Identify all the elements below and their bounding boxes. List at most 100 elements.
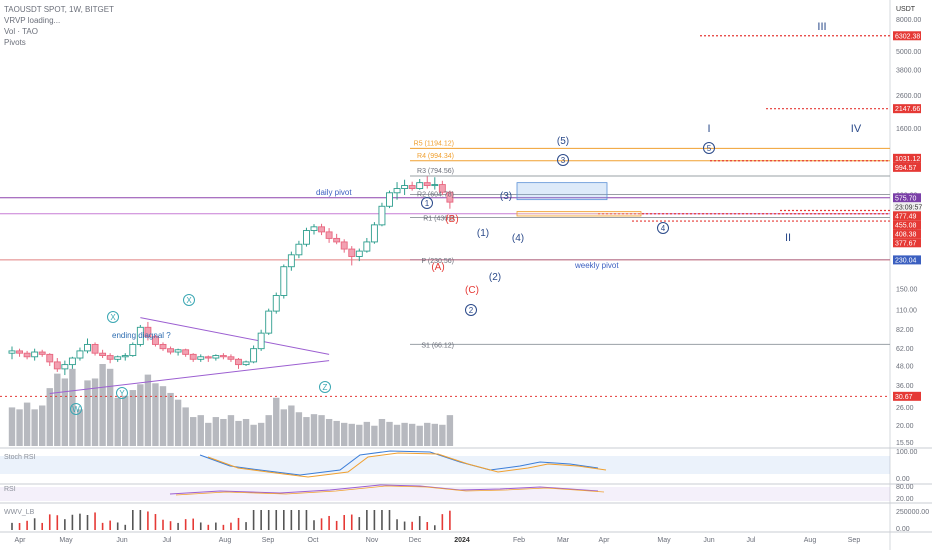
volume-bar xyxy=(91,378,99,446)
wave-label: X xyxy=(110,313,116,322)
wave-circle xyxy=(319,381,331,393)
price-label-box xyxy=(893,31,921,41)
wwv-bar xyxy=(381,510,383,530)
diagonal-lower xyxy=(49,360,330,394)
time-tick: Sep xyxy=(262,537,275,544)
time-tick: May xyxy=(657,537,671,544)
rsi-tick: 20.00 xyxy=(896,496,914,503)
volume-bar xyxy=(371,425,378,446)
wave-circle xyxy=(116,387,128,399)
candle-up xyxy=(242,361,250,366)
volume-bar xyxy=(174,399,182,446)
price-label-text: 2147.66 xyxy=(895,106,920,113)
wave-circle xyxy=(657,222,669,234)
candle-up xyxy=(136,326,144,345)
wwv-bar xyxy=(56,515,59,530)
wwv-bar xyxy=(199,522,202,530)
candle-down xyxy=(227,356,235,360)
volume-bar xyxy=(401,422,408,446)
wwv-bar xyxy=(426,522,429,530)
wwv-bar xyxy=(350,514,353,530)
time-tick: Aug xyxy=(219,537,232,544)
wwv-bar xyxy=(101,522,104,530)
wwv-bar xyxy=(86,515,89,530)
pivot-label: R1 (430.3 xyxy=(423,216,454,223)
pivot-label: R4 (994.34) xyxy=(417,153,454,160)
volume-bar xyxy=(333,420,340,446)
indicator-vrvp[interactable]: VRVP loading... xyxy=(4,16,61,25)
time-axis[interactable]: Apr May Jun Jul Aug Sep Oct Nov Dec 2024 Feb Mar Apr… xyxy=(15,537,861,544)
volume-bar xyxy=(39,405,46,446)
candle-down xyxy=(348,248,356,257)
time-tick: Jul xyxy=(163,537,172,544)
candlesticks[interactable] xyxy=(8,176,454,376)
wave-circle xyxy=(465,304,477,316)
candle-down xyxy=(144,326,152,338)
candle-down xyxy=(235,358,242,366)
wave-circle xyxy=(703,142,715,154)
wwv-bar xyxy=(207,524,210,530)
indicator-volume[interactable]: Vol · TAO xyxy=(4,27,38,36)
wwv-tick: 250000.00 xyxy=(896,509,929,516)
candle-down xyxy=(333,237,341,243)
volume-bar xyxy=(129,390,136,446)
volume-bar xyxy=(61,378,69,446)
candle-down xyxy=(159,343,167,350)
candle-down xyxy=(106,355,114,360)
wwv-bar xyxy=(132,510,134,530)
symbol-title[interactable]: TAOUSDT SPOT, 1W, BITGET xyxy=(4,5,114,14)
wwv-bar xyxy=(79,513,81,530)
wwv-bar xyxy=(94,512,96,530)
indicator-pivots[interactable]: Pivots xyxy=(4,38,26,47)
wave-label: II xyxy=(785,232,791,244)
volume-bar xyxy=(318,415,325,446)
candle-up xyxy=(295,243,303,256)
volume-bar xyxy=(106,368,114,446)
wave-label-red: (A) xyxy=(431,262,444,273)
wave-label: X xyxy=(186,296,192,305)
wwv-bar xyxy=(388,510,391,530)
price-tick: 26.00 xyxy=(896,405,914,412)
volume-bar xyxy=(303,417,310,446)
time-tick: Jun xyxy=(116,537,127,544)
candle-down xyxy=(204,356,212,359)
wwv-bar xyxy=(252,510,255,530)
candle-up xyxy=(76,350,84,359)
time-tick: Jun xyxy=(703,537,714,544)
price-label-text: 23:09:57 xyxy=(895,204,922,211)
price-label-box xyxy=(893,391,921,401)
pivot-label: R2 (604.78) xyxy=(417,191,454,198)
volume-bar xyxy=(84,380,91,446)
wwv-bar xyxy=(358,517,361,530)
wwv-bar xyxy=(147,511,149,530)
candle-up xyxy=(68,357,76,366)
price-tick: 1600.00 xyxy=(896,126,921,133)
candle-down xyxy=(325,231,333,239)
volume-bar xyxy=(122,395,129,446)
price-tick: 8000.00 xyxy=(896,17,921,24)
rsi-label: RSI xyxy=(4,486,16,493)
wave-circle xyxy=(70,403,82,415)
candle-up xyxy=(61,364,69,370)
time-tick: 2024 xyxy=(454,537,470,544)
volume-bar xyxy=(8,407,16,446)
price-tick: 82.00 xyxy=(896,327,914,334)
price-axis[interactable]: 8000.005000.003800.002600.001600.001000.… xyxy=(893,6,922,447)
volume-bar xyxy=(137,384,144,446)
time-tick: Jul xyxy=(747,537,756,544)
price-tick: 48.00 xyxy=(896,364,914,371)
candle-down xyxy=(99,352,107,357)
wwv-bar xyxy=(64,519,66,530)
volume-bar xyxy=(393,424,401,446)
candle-down xyxy=(182,349,190,355)
candle-up xyxy=(280,266,288,296)
volume-bar xyxy=(144,374,152,446)
price-tick: 36.00 xyxy=(896,383,914,390)
volume-bar xyxy=(257,422,265,446)
time-tick: Mar xyxy=(557,537,570,544)
price-label-box xyxy=(893,153,921,163)
candle-up xyxy=(250,348,258,363)
wwv-bar xyxy=(33,518,36,530)
wave-label: 3 xyxy=(561,156,566,165)
